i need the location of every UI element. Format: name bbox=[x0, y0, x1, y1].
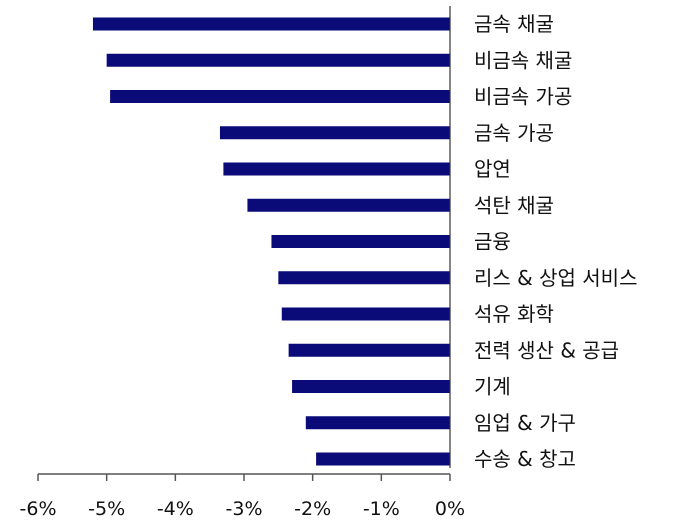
category-label-0: 금속 채굴 bbox=[474, 12, 554, 36]
category-label-6: 금융 bbox=[474, 230, 511, 254]
x-tick-label-6: 0% bbox=[435, 498, 465, 520]
bar-10 bbox=[292, 380, 450, 393]
x-axis-ticks-group: -6% -5% -4% -3% -2% -1% 0% bbox=[20, 474, 465, 520]
category-label-3: 금속 가공 bbox=[474, 121, 554, 145]
x-tick-label-1: -5% bbox=[88, 498, 125, 520]
x-tick-label-3: -3% bbox=[226, 498, 263, 520]
bar-1 bbox=[106, 53, 451, 67]
category-label-9: 전력 생산 & 공급 bbox=[474, 338, 619, 362]
bar-12 bbox=[316, 452, 450, 466]
bar-2 bbox=[110, 90, 450, 103]
bar-5 bbox=[247, 198, 450, 212]
bars-group bbox=[92, 17, 451, 466]
bar-8 bbox=[281, 307, 450, 321]
category-label-7: 리스 & 상업 서비스 bbox=[474, 266, 637, 290]
category-label-11: 임업 & 가구 bbox=[474, 411, 576, 435]
bar-9 bbox=[288, 343, 450, 357]
bar-3 bbox=[219, 126, 450, 140]
category-label-8: 석유 화학 bbox=[474, 302, 554, 326]
category-label-12: 수송 & 창고 bbox=[474, 447, 576, 471]
x-tick-label-4: -2% bbox=[294, 498, 331, 520]
x-tick-label-5: -1% bbox=[363, 498, 400, 520]
x-tick-label-0: -6% bbox=[20, 498, 57, 520]
category-label-2: 비금속 가공 bbox=[474, 85, 572, 109]
x-tick-label-2: -4% bbox=[157, 498, 194, 520]
bar-11 bbox=[305, 416, 450, 430]
category-label-4: 압연 bbox=[474, 157, 511, 181]
bar-0 bbox=[92, 17, 450, 31]
category-label-5: 석탄 채굴 bbox=[474, 193, 554, 217]
category-label-10: 기계 bbox=[474, 375, 511, 399]
category-label-1: 비금속 채굴 bbox=[474, 48, 572, 72]
bar-7 bbox=[278, 271, 450, 285]
bar-6 bbox=[271, 235, 450, 248]
bar-4 bbox=[223, 162, 450, 176]
